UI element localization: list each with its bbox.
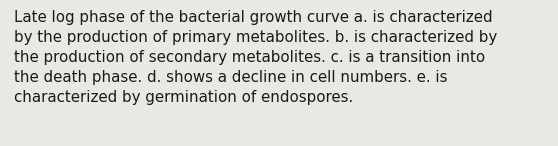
Text: Late log phase of the bacterial growth curve a. is characterized
by the producti: Late log phase of the bacterial growth c… [14, 10, 497, 105]
